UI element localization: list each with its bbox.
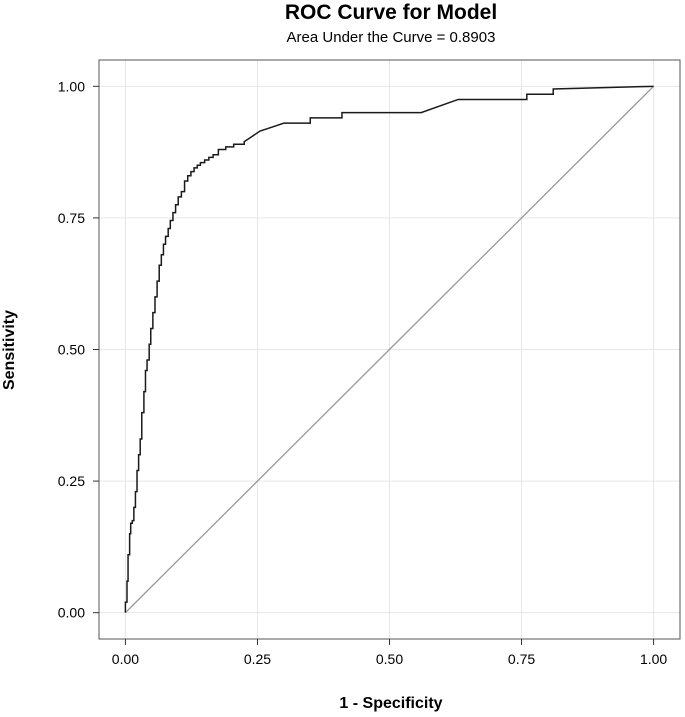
reference-diagonal-line [124, 85, 655, 614]
roc-curve-line [124, 85, 654, 613]
y-tick-label: 0.00 [58, 605, 85, 621]
x-tick-label: 0.75 [508, 651, 535, 667]
x-tick-label: 0.50 [376, 651, 403, 667]
x-tick-label: 1.00 [640, 651, 667, 667]
chart-subtitle: Area Under the Curve = 0.8903 [287, 29, 496, 46]
grid [99, 60, 680, 639]
series-layer [124, 85, 655, 614]
y-axis-title: Sensitivity [1, 310, 18, 390]
y-tick-label: 1.00 [58, 78, 85, 94]
x-tick-label: 0.25 [244, 651, 271, 667]
chart-title: ROC Curve for Model [285, 1, 497, 24]
y-tick-label: 0.75 [58, 210, 85, 226]
y-tick-label: 0.50 [58, 342, 85, 358]
axis-ticks: 0.00 0.25 0.50 0.75 1.00 0.00 0.25 0.50 0.75 1.00 [58, 78, 668, 667]
x-tick-label: 0.00 [112, 651, 139, 667]
x-axis-title: 1 - Specificity [339, 695, 442, 712]
y-tick-label: 0.25 [58, 473, 85, 489]
